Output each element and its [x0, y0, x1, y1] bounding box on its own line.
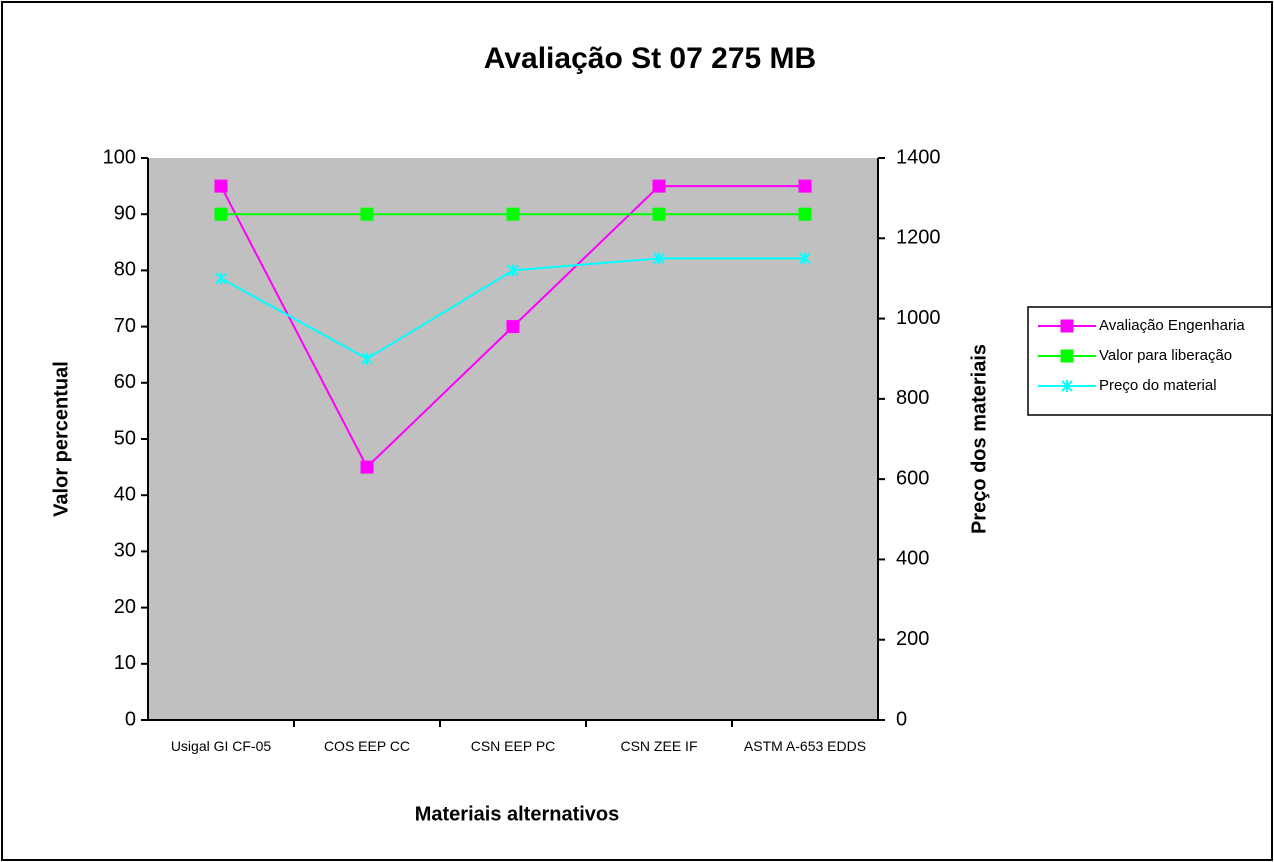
- y2-tick-label: 800: [896, 387, 929, 409]
- legend-marker: [1060, 319, 1074, 333]
- x-tick-label: CSN EEP PC: [470, 738, 556, 754]
- data-point: [506, 320, 520, 334]
- x-tick-label: CSN ZEE IF: [620, 738, 698, 754]
- legend-label: Valor para liberação: [1099, 347, 1232, 364]
- data-point: [214, 207, 228, 221]
- y2-tick-label: 600: [896, 467, 929, 489]
- y-tick-label: 80: [114, 259, 136, 281]
- y2-tick-label: 200: [896, 628, 929, 650]
- y2-axis-title: Preço dos materiais: [968, 344, 990, 534]
- data-point: [506, 207, 520, 221]
- x-tick-label: COS EEP CC: [323, 738, 411, 754]
- y-tick-label: 90: [114, 202, 136, 224]
- y2-tick-label: 400: [896, 548, 929, 570]
- plot-area: [148, 158, 878, 720]
- data-point: [798, 179, 812, 193]
- data-point: [361, 352, 373, 365]
- y2-tick-label: 1000: [896, 307, 941, 329]
- y-tick-label: 40: [114, 483, 136, 505]
- x-axis-title: Materiais alternativos: [415, 803, 620, 825]
- x-tick-label: ASTM A-653 EDDS: [743, 738, 867, 754]
- y-tick-label: 20: [114, 596, 136, 618]
- data-point: [652, 207, 666, 221]
- legend-marker: [1060, 349, 1074, 363]
- y2-tick-label: 0: [896, 708, 907, 730]
- data-point: [360, 207, 374, 221]
- data-point: [507, 264, 519, 277]
- y-tick-label: 60: [114, 371, 136, 393]
- y-tick-label: 100: [103, 146, 136, 168]
- y-axis-title: Valor percentual: [50, 361, 72, 517]
- y-tick-label: 50: [114, 427, 136, 449]
- legend-label: Avaliação Engenharia: [1099, 317, 1245, 334]
- data-point: [798, 207, 812, 221]
- y-tick-label: 30: [114, 540, 136, 562]
- legend-label: Preço do material: [1099, 377, 1217, 394]
- chart-title: Avaliação St 07 275 MB: [484, 42, 816, 75]
- y-tick-label: 70: [114, 315, 136, 337]
- data-point: [653, 252, 665, 265]
- data-point: [799, 252, 811, 265]
- y2-tick-label: 1400: [896, 146, 941, 168]
- y2-tick-label: 1200: [896, 227, 941, 249]
- x-tick-label: Usigal GI CF-05: [170, 738, 272, 754]
- data-point: [215, 272, 227, 285]
- legend-marker: [1061, 380, 1073, 392]
- data-point: [652, 179, 666, 193]
- y-tick-label: 0: [125, 708, 136, 730]
- data-point: [214, 179, 228, 193]
- y-tick-label: 10: [114, 652, 136, 674]
- data-point: [360, 460, 374, 474]
